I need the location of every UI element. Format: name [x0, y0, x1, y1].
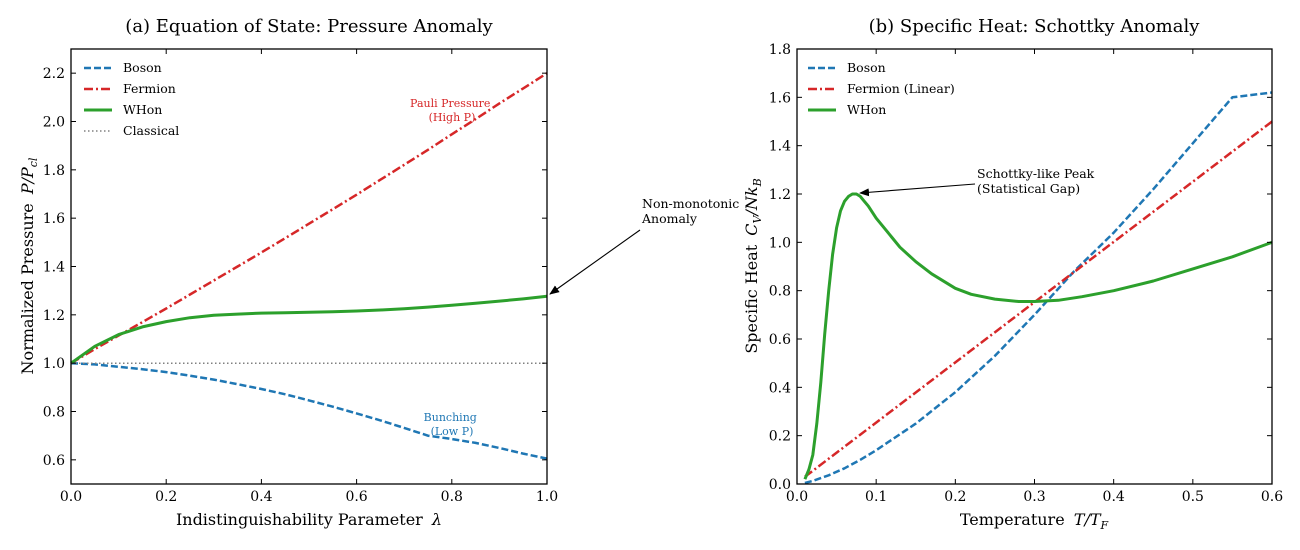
panel-b-ytick-label: 1.4 [769, 139, 791, 155]
panel-b-ytick-label: 1.2 [769, 187, 791, 203]
annot-pauli-line2: (High P) [429, 111, 476, 124]
annot-nonmonotonic-arrow [549, 229, 641, 295]
annot-bunching-line2: (Low P) [431, 425, 474, 438]
panel-a-xlabel: Indistinguishability Parameter λ [176, 510, 442, 529]
panel-b-series-group [803, 91, 1273, 485]
panel-a-xtick-label: 1.0 [536, 489, 558, 505]
panel-b-ytick-label: 0.6 [769, 332, 791, 348]
panel-a-ytick-label: 1.6 [43, 211, 65, 227]
panel-a-series-boson-line [70, 361, 548, 460]
panel-b-ylabel-sub2: B [751, 178, 764, 187]
panel-a-ytick-label: 1.4 [43, 260, 65, 276]
annot-bunching: Bunching (Low P) [424, 411, 481, 438]
legend-a-boson-label: Boson [123, 60, 162, 75]
panel-a-ticks: 0.0 0.2 0.4 0.6 0.8 1.0 0.6 0.8 1.0 1.2 1.4 1.6 1.8 2… [43, 49, 558, 505]
panel-b-xtick-label: 0.4 [1103, 489, 1125, 505]
panel-b-xlabel-symbol: T/T [1074, 510, 1102, 529]
panel-a-series-group [70, 72, 548, 460]
panel-b-ytick-label: 1.6 [769, 90, 791, 106]
panel-a-series-fermion-line [70, 72, 548, 365]
annot-nonmonotonic-line1: Non-monotonic [642, 196, 739, 211]
panel-b-ytick-label: 1.8 [769, 42, 791, 58]
panel-b-series-boson-line [804, 91, 1273, 485]
panel-a-xtick-label: 0.8 [441, 489, 463, 505]
panel-b-xtick-label: 0.0 [786, 489, 808, 505]
panel-a-ytick-label: 1.0 [43, 356, 65, 372]
panel-b-series-whon-line [803, 192, 1273, 480]
panel-b-xlabel: Temperature T/TF [960, 510, 1109, 532]
panel-b-ylabel-sub1: V [751, 214, 764, 223]
panel-a-ytick-label: 0.8 [43, 405, 65, 421]
panel-a-title: (a) Equation of State: Pressure Anomaly [125, 16, 493, 37]
panel-a-legend: Boson Fermion WHon Classical [84, 60, 179, 138]
panel-a-ylabel: Normalized Pressure P/Pcl [18, 157, 40, 374]
panel-b-ytick-label: 0.0 [769, 477, 791, 493]
annot-schottky-line2: (Statistical Gap) [977, 181, 1080, 196]
panel-a-ylabel-symbol: P/P [18, 167, 37, 195]
panel-a-ytick-label: 2.0 [43, 115, 65, 131]
panel-a-xtick-label: 0.6 [345, 489, 367, 505]
legend-a-fermion-label: Fermion [123, 81, 176, 96]
panel-a-series-whon-line [70, 294, 548, 365]
annot-bunching-line1: Bunching [424, 411, 477, 424]
panel-b-xtick-label: 0.3 [1023, 489, 1045, 505]
annot-nonmonotonic: Non-monotonic Anomaly [641, 196, 743, 226]
panel-b-xtick-label: 0.5 [1182, 489, 1204, 505]
panel-a-xtick-label: 0.4 [250, 489, 272, 505]
panel-a-xlabel-text: Indistinguishability Parameter [176, 510, 423, 529]
panel-a-ytick-label: 0.6 [43, 453, 65, 469]
panel-a-ytick-label: 1.8 [43, 163, 65, 179]
panel-b-ticks: 0.0 0.1 0.2 0.3 0.4 0.5 0.6 0.0 0.2 0.4 0.6 0.8 1.0 1… [769, 42, 1283, 505]
panel-b-ytick-label: 0.8 [769, 284, 791, 300]
panel-a-xtick-label: 0.2 [155, 489, 177, 505]
legend-a-whon-label: WHon [123, 102, 162, 117]
annot-pauli: Pauli Pressure (High P) [410, 97, 494, 124]
legend-b-whon-label: WHon [847, 102, 886, 117]
legend-b-boson-label: Boson [847, 60, 886, 75]
panel-b-title: (b) Specific Heat: Schottky Anomaly [869, 16, 1201, 37]
panel-b-xtick-label: 0.1 [865, 489, 887, 505]
panel-b-ylabel-symbol: C [742, 223, 761, 235]
panel-b-ylabel-text: Specific Heat [742, 244, 761, 353]
panel-b-xtick-label: 0.6 [1261, 489, 1283, 505]
panel-b-xlabel-subscript: F [1100, 519, 1109, 532]
panel-b-series-fermion-linear-line [804, 120, 1273, 478]
panel-b-ylabel: Specific Heat CV/NkB [742, 178, 764, 353]
annot-schottky-arrow [859, 183, 976, 197]
annot-pauli-line1: Pauli Pressure [410, 97, 490, 110]
panel-a-ytick-label: 1.2 [43, 308, 65, 324]
panel-b-ytick-label: 0.2 [769, 429, 791, 445]
panel-b: (b) Specific Heat: Schottky Anomaly 0.0 0… [742, 16, 1283, 532]
annot-schottky: Schottky-like Peak (Statistical Gap) [977, 166, 1098, 196]
panel-b-xlabel-text: Temperature [960, 510, 1065, 529]
legend-b-fermion-label: Fermion (Linear) [847, 81, 955, 96]
legend-a-classical-label: Classical [123, 123, 179, 138]
panel-b-xtick-label: 0.2 [944, 489, 966, 505]
panel-a-ylabel-text: Normalized Pressure [18, 203, 37, 374]
panel-a: (a) Equation of State: Pressure Anomaly … [18, 16, 743, 529]
panel-a-xlabel-symbol: λ [431, 510, 442, 529]
panel-b-ytick-label: 1.0 [769, 235, 791, 251]
panel-b-ytick-label: 0.4 [769, 380, 791, 396]
annot-schottky-line1: Schottky-like Peak [977, 166, 1095, 181]
panel-b-ylabel-mid: /Nk [742, 186, 761, 217]
panel-a-xtick-label: 0.0 [60, 489, 82, 505]
panel-b-legend: Boson Fermion (Linear) WHon [808, 60, 955, 117]
panel-a-ylabel-subscript: cl [27, 157, 40, 167]
annot-nonmonotonic-line2: Anomaly [641, 211, 698, 226]
panel-a-ytick-label: 2.2 [43, 66, 65, 82]
